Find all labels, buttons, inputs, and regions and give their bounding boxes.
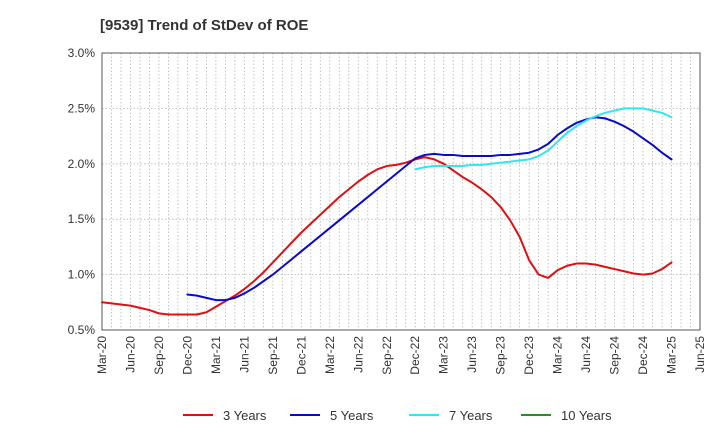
x-tick-label: Mar-23 xyxy=(437,336,451,374)
plot-area xyxy=(101,52,701,331)
y-tick-label: 0.5% xyxy=(68,323,96,337)
legend-label: 10 Years xyxy=(561,408,612,423)
series-line-5-years xyxy=(186,116,673,302)
x-tick-label: Dec-22 xyxy=(408,336,422,375)
x-tick-label: Mar-25 xyxy=(665,336,679,374)
x-tick-label: Jun-21 xyxy=(237,336,251,373)
x-tick-label: Mar-21 xyxy=(209,336,223,374)
x-tick-label: Dec-21 xyxy=(294,336,308,375)
legend-label: 5 Years xyxy=(330,408,374,423)
legend: 3 Years 5 Years 7 Years 10 Years xyxy=(183,408,612,423)
x-tick-label: Sep-24 xyxy=(608,336,622,375)
x-tick-label: Sep-22 xyxy=(380,336,394,375)
series-lines xyxy=(101,107,673,316)
x-tick-label: Jun-24 xyxy=(579,336,593,373)
series-line-7-years xyxy=(414,107,673,171)
series-line-3-years xyxy=(101,156,673,316)
x-tick-label: Jun-20 xyxy=(123,336,137,373)
x-tick-label: Dec-23 xyxy=(522,336,536,375)
y-tick-label: 1.5% xyxy=(68,212,96,226)
x-tick-label: Mar-24 xyxy=(551,336,565,374)
grid-lines xyxy=(101,52,701,331)
x-tick-label: Jun-23 xyxy=(465,336,479,373)
x-tick-label: Dec-20 xyxy=(180,336,194,375)
x-tick-label: Sep-21 xyxy=(266,336,280,375)
x-tick-label: Jun-22 xyxy=(351,336,365,373)
x-axis: Mar-20 Jun-20 Sep-20 Dec-20 Mar-21 Jun-21 Sep-… xyxy=(95,336,707,375)
legend-label: 7 Years xyxy=(449,408,493,423)
chart-title: [9539] Trend of StDev of ROE xyxy=(100,17,308,34)
y-tick-label: 2.0% xyxy=(68,157,96,171)
x-tick-label: Sep-23 xyxy=(494,336,508,375)
x-tick-label: Jun-25 xyxy=(693,336,707,373)
y-tick-label: 2.5% xyxy=(68,101,96,115)
legend-label: 3 Years xyxy=(223,408,267,423)
x-tick-label: Mar-22 xyxy=(323,336,337,374)
x-tick-label: Mar-20 xyxy=(95,336,109,374)
y-axis: 0.5% 1.0% 1.5% 2.0% 2.5% 3.0% xyxy=(68,46,96,337)
x-tick-label: Dec-24 xyxy=(636,336,650,375)
x-tick-label: Sep-20 xyxy=(152,336,166,375)
y-tick-label: 3.0% xyxy=(68,46,96,60)
y-tick-label: 1.0% xyxy=(68,268,96,282)
plot-border xyxy=(101,52,701,331)
